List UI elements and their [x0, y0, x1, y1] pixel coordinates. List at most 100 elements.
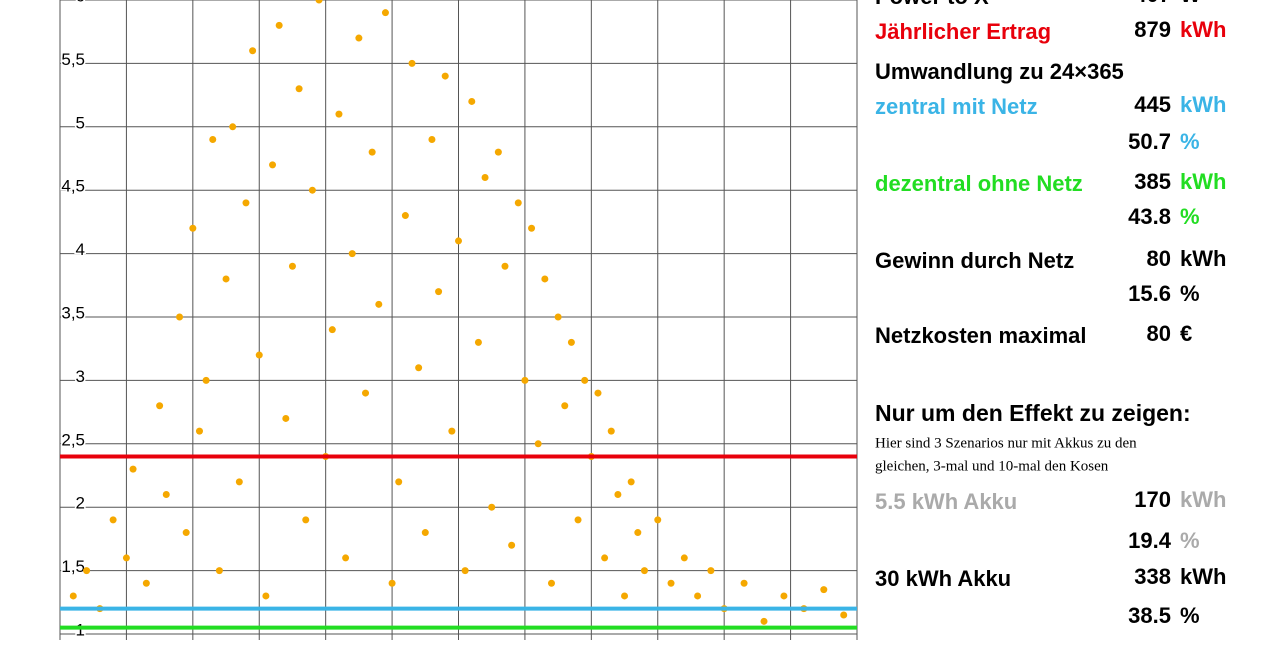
point: [428, 135, 436, 143]
row-label: 5.5 kWh Akku: [875, 489, 1017, 514]
point: [508, 541, 516, 549]
point: [109, 516, 117, 524]
point: [83, 567, 91, 575]
row-value: 879: [1134, 17, 1171, 42]
note-line: Hier sind 3 Szenarios nur mit Akkus zu d…: [875, 435, 1137, 451]
point: [275, 21, 283, 29]
point: [640, 567, 648, 575]
point: [269, 161, 277, 169]
point: [481, 174, 489, 182]
point: [541, 275, 549, 283]
point: [441, 72, 449, 80]
point: [760, 617, 768, 625]
row-unit: kWh: [1180, 17, 1226, 42]
point: [395, 478, 403, 486]
point: [368, 148, 376, 156]
point: [69, 592, 77, 600]
point: [488, 503, 496, 511]
point: [667, 579, 675, 587]
row-unit: kWh: [1180, 169, 1226, 194]
row-value: 407: [1134, 0, 1171, 7]
point: [282, 414, 290, 422]
y-tick-label: 2,5: [61, 430, 85, 449]
row-unit: W: [1180, 0, 1201, 7]
point: [342, 554, 350, 562]
point: [401, 212, 409, 220]
point: [162, 491, 170, 499]
row-unit: %: [1180, 528, 1200, 553]
point: [561, 402, 569, 410]
point: [521, 376, 529, 384]
y-tick-label: 6: [76, 0, 85, 5]
y-tick-label: 1,5: [61, 557, 85, 576]
point: [308, 186, 316, 194]
point: [415, 364, 423, 372]
point: [142, 579, 150, 587]
row-unit: %: [1180, 281, 1200, 306]
point: [448, 427, 456, 435]
row-label: Netzkosten maximal: [875, 323, 1087, 348]
row-value: 80: [1147, 246, 1171, 271]
point: [528, 224, 536, 232]
row-value: 19.4: [1128, 528, 1172, 553]
row-value: 80: [1147, 321, 1171, 346]
row-value: 43.8: [1128, 204, 1171, 229]
point: [176, 313, 184, 321]
point: [494, 148, 502, 156]
point: [840, 611, 848, 619]
point: [694, 592, 702, 600]
point: [627, 478, 635, 486]
row-label: Nur um den Effekt zu zeigen:: [875, 400, 1191, 426]
point: [189, 224, 197, 232]
row-label: Jährlicher Ertrag: [875, 19, 1051, 44]
row-label: Gewinn durch Netz: [875, 248, 1074, 273]
row-label: zentral mit Netz: [875, 94, 1038, 119]
y-tick-label: 3,5: [61, 303, 85, 322]
y-tick-label: 1: [76, 620, 85, 639]
point: [574, 516, 582, 524]
point: [375, 300, 383, 308]
point: [355, 34, 363, 42]
y-tick-label: 2: [76, 494, 85, 513]
point: [229, 123, 237, 131]
point: [534, 440, 542, 448]
point: [235, 478, 243, 486]
point: [680, 554, 688, 562]
point: [215, 567, 223, 575]
point: [780, 592, 788, 600]
point: [581, 376, 589, 384]
point: [362, 389, 370, 397]
row-label: Power to X: [875, 0, 989, 9]
point: [122, 554, 130, 562]
note-line: gleichen, 3-mal und 10-mal den Kosen: [875, 458, 1109, 474]
row-value: 15.6: [1128, 281, 1171, 306]
point: [547, 579, 555, 587]
point: [554, 313, 562, 321]
point: [202, 376, 210, 384]
row-unit: €: [1180, 321, 1192, 346]
point: [262, 592, 270, 600]
point: [435, 288, 443, 296]
row-value: 38.5: [1128, 603, 1171, 628]
point: [594, 389, 602, 397]
point: [315, 0, 323, 4]
row-value: 385: [1134, 169, 1171, 194]
y-tick-label: 3: [76, 367, 85, 386]
point: [461, 567, 469, 575]
point: [129, 465, 137, 473]
y-tick-label: 4: [76, 240, 85, 259]
row-unit: kWh: [1180, 246, 1226, 271]
point: [707, 567, 715, 575]
point: [408, 59, 416, 67]
point: [621, 592, 629, 600]
point: [567, 338, 575, 346]
row-unit: kWh: [1180, 92, 1226, 117]
row-value: 338: [1134, 564, 1171, 589]
row-unit: %: [1180, 204, 1200, 229]
y-tick-label: 4,5: [61, 177, 85, 196]
point: [182, 529, 190, 537]
row-unit: kWh: [1180, 487, 1226, 512]
row-label: dezentral ohne Netz: [875, 171, 1083, 196]
row-value: 445: [1134, 92, 1171, 117]
